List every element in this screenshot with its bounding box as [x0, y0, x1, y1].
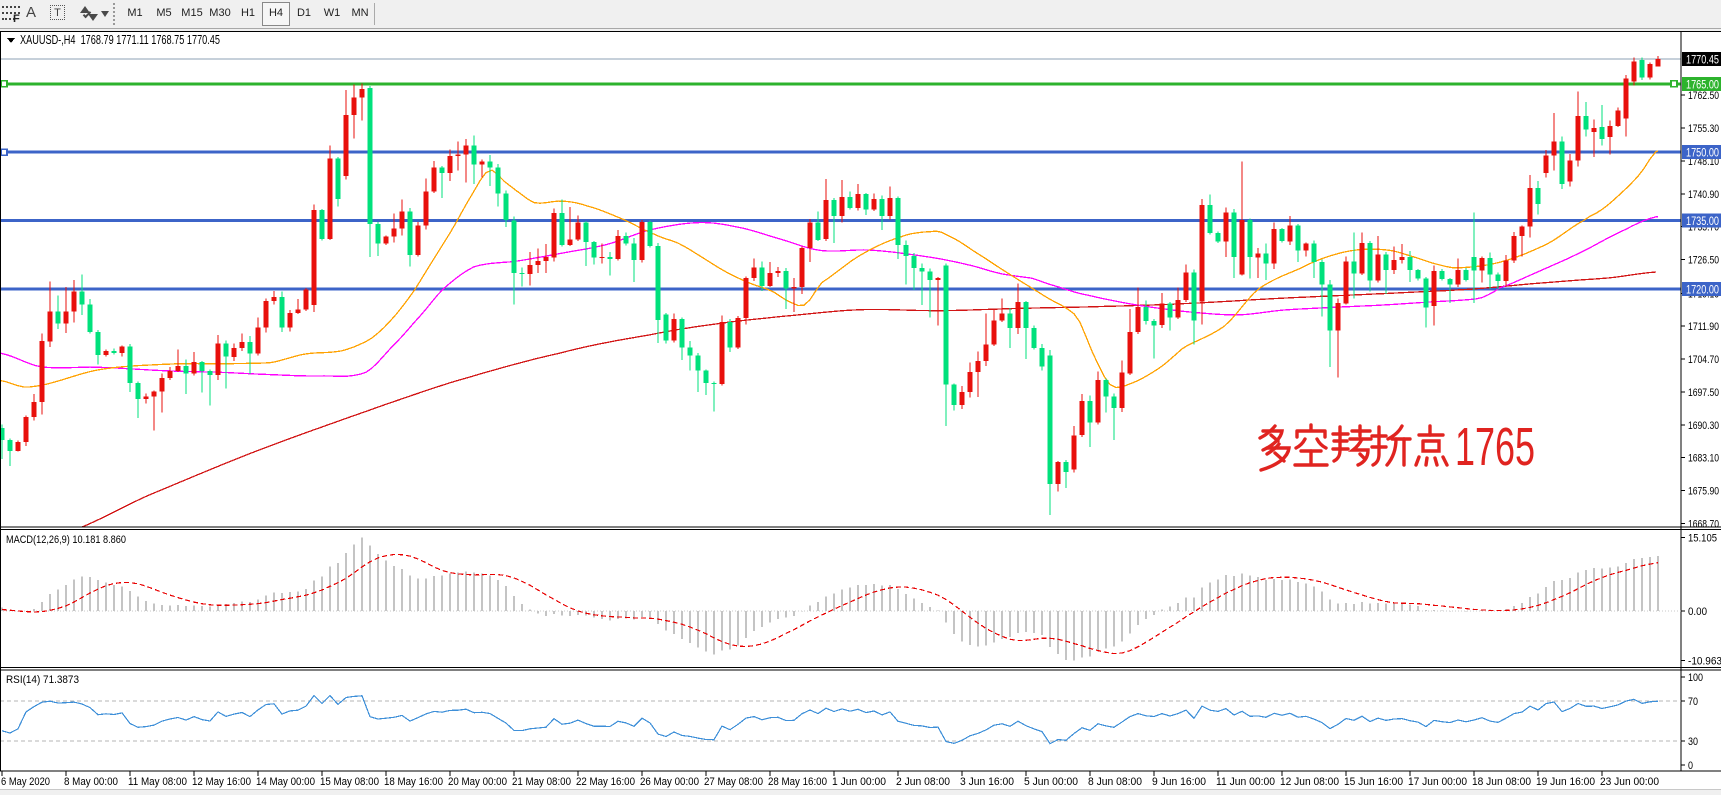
svg-text:17 Jun 00:00: 17 Jun 00:00 [1408, 776, 1467, 788]
svg-text:70: 70 [1688, 696, 1698, 708]
svg-text:3 Jun 16:00: 3 Jun 16:00 [960, 776, 1014, 788]
svg-text:18 Jun 08:00: 18 Jun 08:00 [1472, 776, 1531, 788]
svg-text:30: 30 [1688, 736, 1698, 748]
svg-text:15.105: 15.105 [1688, 533, 1717, 545]
svg-text:1704.70: 1704.70 [1688, 354, 1719, 366]
svg-text:22 May 16:00: 22 May 16:00 [576, 776, 635, 788]
svg-text:21 May 08:00: 21 May 08:00 [512, 776, 571, 788]
svg-text:11 Jun 00:00: 11 Jun 00:00 [1216, 776, 1275, 788]
svg-text:12 Jun 08:00: 12 Jun 08:00 [1280, 776, 1339, 788]
svg-text:27 May 08:00: 27 May 08:00 [704, 776, 763, 788]
svg-text:XAUUSD-,H4 1768.79 1771.11 17: XAUUSD-,H4 1768.79 1771.11 1768.75 1770.… [20, 33, 220, 47]
svg-text:0.00: 0.00 [1688, 606, 1707, 618]
svg-text:11 May 08:00: 11 May 08:00 [128, 776, 187, 788]
svg-text:1668.70: 1668.70 [1688, 518, 1719, 530]
svg-text:20 May 00:00: 20 May 00:00 [448, 776, 507, 788]
svg-text:1683.10: 1683.10 [1688, 453, 1719, 465]
svg-text:1740.90: 1740.90 [1688, 189, 1719, 201]
svg-text:8 May 00:00: 8 May 00:00 [64, 776, 118, 788]
svg-text:18 May 16:00: 18 May 16:00 [384, 776, 443, 788]
svg-text:14 May 00:00: 14 May 00:00 [256, 776, 315, 788]
svg-text:RSI(14) 71.3873: RSI(14) 71.3873 [6, 674, 79, 686]
svg-text:1697.50: 1697.50 [1688, 387, 1719, 399]
svg-text:1770.45: 1770.45 [1686, 54, 1719, 66]
svg-text:1765.00: 1765.00 [1686, 79, 1719, 91]
svg-text:23 Jun 00:00: 23 Jun 00:00 [1600, 776, 1659, 788]
svg-text:6 May 2020: 6 May 2020 [1, 776, 50, 788]
svg-text:15 May 08:00: 15 May 08:00 [320, 776, 379, 788]
svg-text:9 Jun 16:00: 9 Jun 16:00 [1152, 776, 1206, 788]
svg-text:1711.90: 1711.90 [1688, 321, 1719, 333]
svg-text:5 Jun 00:00: 5 Jun 00:00 [1024, 776, 1078, 788]
svg-text:1762.50: 1762.50 [1688, 90, 1719, 102]
svg-text:100: 100 [1688, 672, 1703, 684]
svg-text:1 Jun 00:00: 1 Jun 00:00 [832, 776, 886, 788]
svg-text:1750.00: 1750.00 [1686, 148, 1719, 160]
svg-text:MACD(12,26,9) 10.181 8.860: MACD(12,26,9) 10.181 8.860 [6, 534, 126, 546]
svg-text:2 Jun 08:00: 2 Jun 08:00 [896, 776, 950, 788]
svg-text:1765: 1765 [1455, 417, 1535, 477]
svg-text:12 May 16:00: 12 May 16:00 [192, 776, 251, 788]
svg-text:19 Jun 16:00: 19 Jun 16:00 [1536, 776, 1595, 788]
svg-text:1720.00: 1720.00 [1686, 285, 1719, 297]
svg-text:1726.50: 1726.50 [1688, 255, 1719, 267]
svg-text:28 May 16:00: 28 May 16:00 [768, 776, 827, 788]
svg-text:0: 0 [1688, 760, 1693, 772]
svg-text:15 Jun 16:00: 15 Jun 16:00 [1344, 776, 1403, 788]
svg-text:1735.00: 1735.00 [1686, 216, 1719, 228]
svg-text:26 May 00:00: 26 May 00:00 [640, 776, 699, 788]
svg-text:1675.90: 1675.90 [1688, 486, 1719, 498]
svg-text:1690.30: 1690.30 [1688, 420, 1719, 432]
svg-text:8 Jun 08:00: 8 Jun 08:00 [1088, 776, 1142, 788]
svg-text:-10.963: -10.963 [1688, 656, 1721, 668]
svg-text:1755.30: 1755.30 [1688, 123, 1719, 135]
